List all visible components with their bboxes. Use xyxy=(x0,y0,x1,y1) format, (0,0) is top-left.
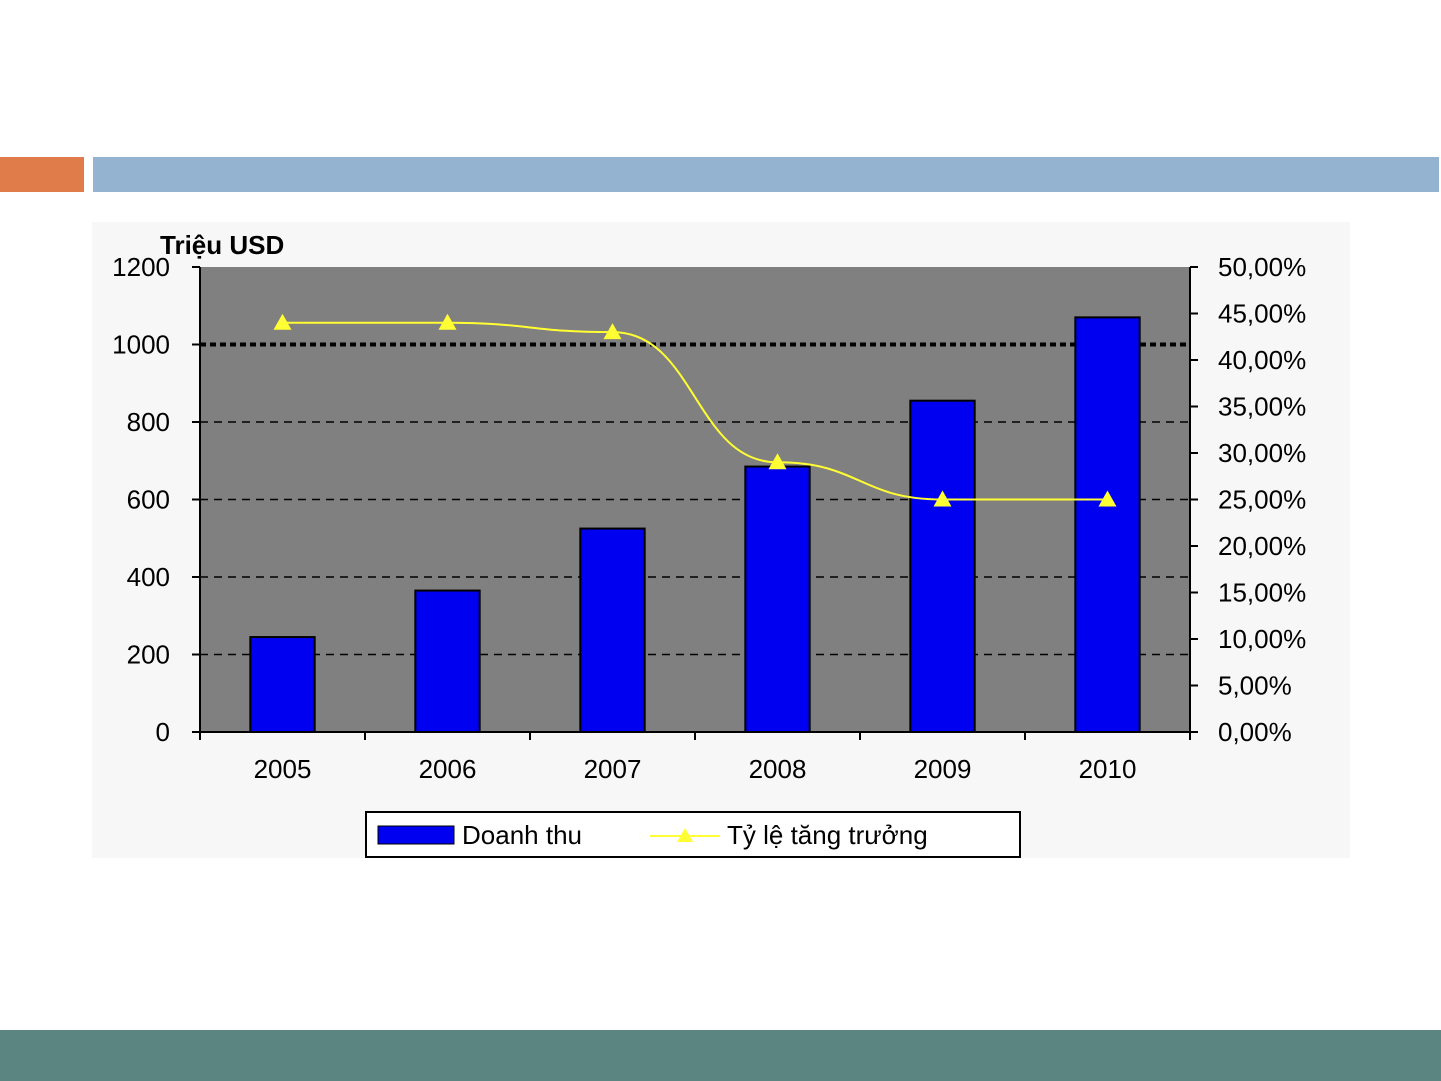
left-axis-tick-label: 400 xyxy=(127,562,170,592)
legend-bar-swatch xyxy=(377,825,455,845)
legend-box xyxy=(365,811,1021,858)
x-axis-tick-label: 2005 xyxy=(254,754,312,784)
right-axis-tick-label: 10,00% xyxy=(1218,624,1306,654)
right-axis-tick-label: 40,00% xyxy=(1218,345,1306,375)
left-axis-tick-label: 1200 xyxy=(112,252,170,282)
bar xyxy=(744,465,811,733)
bar xyxy=(249,636,316,733)
axes: Triệu USD 0 200 400 600 800 1000 1200 0,00% 5,00… xyxy=(112,230,1306,784)
left-axis-label: Triệu USD xyxy=(160,230,284,260)
legend-label-growth: Tỷ lệ tăng trưởng xyxy=(727,820,928,850)
left-axis-tick-label: 600 xyxy=(127,485,170,515)
x-axis-tick-label: 2006 xyxy=(419,754,477,784)
accent-block xyxy=(0,157,84,192)
right-axis-tick-label: 45,00% xyxy=(1218,299,1306,329)
right-axis-tick-label: 0,00% xyxy=(1218,717,1292,747)
bar xyxy=(579,527,646,733)
x-axis-tick-label: 2008 xyxy=(749,754,807,784)
bar xyxy=(1074,316,1141,733)
x-axis-tick-label: 2007 xyxy=(584,754,642,784)
growth-point xyxy=(768,453,787,470)
bar xyxy=(414,589,481,733)
right-axis-tick-label: 20,00% xyxy=(1218,531,1306,561)
gridlines xyxy=(200,342,1190,656)
growth-point xyxy=(1098,490,1117,507)
legend-label-revenue: Doanh thu xyxy=(462,820,582,850)
bar xyxy=(909,399,976,733)
growth-point xyxy=(438,313,457,330)
right-axis-tick-label: 30,00% xyxy=(1218,438,1306,468)
growth-point xyxy=(603,323,622,340)
legend: Doanh thu Tỷ lệ tăng trưởng xyxy=(365,811,1021,858)
left-axis-tick-label: 1000 xyxy=(112,330,170,360)
x-axis-tick-label: 2009 xyxy=(914,754,972,784)
left-axis-tick-label: 800 xyxy=(127,407,170,437)
left-axis-tick-label: 200 xyxy=(127,640,170,670)
x-axis-tick-label: 2010 xyxy=(1079,754,1137,784)
growth-point xyxy=(273,313,292,330)
growth-point xyxy=(933,490,952,507)
right-axis-tick-label: 25,00% xyxy=(1218,485,1306,515)
footer-bar xyxy=(0,1030,1441,1081)
right-axis-tick-label: 35,00% xyxy=(1218,392,1306,422)
legend-line-marker xyxy=(677,828,693,842)
right-axis-tick-label: 5,00% xyxy=(1218,671,1292,701)
header-accent-bar xyxy=(93,157,1439,192)
right-axis-tick-label: 50,00% xyxy=(1218,252,1306,282)
line-series xyxy=(273,313,1117,507)
left-axis-tick-label: 0 xyxy=(156,717,170,747)
right-axis-tick-label: 15,00% xyxy=(1218,578,1306,608)
